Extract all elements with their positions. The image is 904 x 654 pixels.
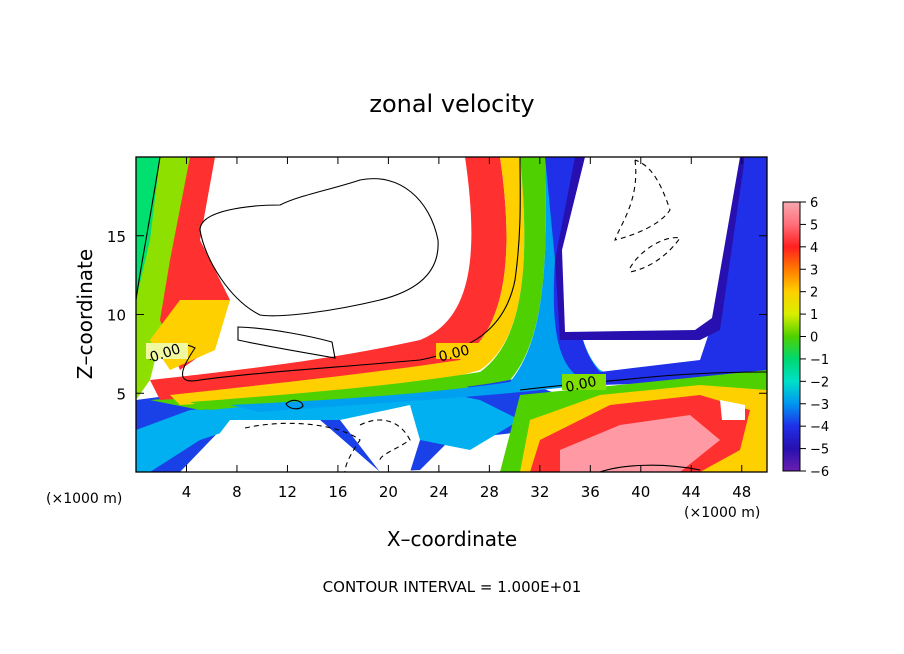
heatmap-field: [136, 157, 767, 472]
y-axis-title: Z–coordinate: [73, 249, 97, 379]
x-tick-label-4: 20: [379, 483, 398, 501]
contour-label-3: 0.00: [564, 374, 598, 396]
x-axis-title: X–coordinate: [387, 527, 517, 551]
y-tick-label-2: 15: [107, 228, 126, 246]
colorbar-tick-label-3: 3: [810, 263, 818, 278]
colorbar-tick-label-8: −2: [810, 375, 829, 390]
x-tick-label-3: 16: [328, 483, 347, 501]
x-unit-right: (×1000 m): [684, 505, 760, 521]
x-tick-label-10: 44: [682, 483, 701, 501]
contour-bottom-right: [599, 464, 701, 472]
contour-lines: [136, 157, 767, 472]
x-tick-label-11: 48: [732, 483, 751, 501]
colorbar-tick-label-5: 1: [810, 308, 818, 323]
colorbar-tick-label-12: −6: [810, 465, 829, 480]
chart-title: zonal velocity: [369, 90, 534, 118]
y-axis-ticks: 5 10 15: [107, 228, 767, 403]
contour-neg-bottom-2: [359, 419, 411, 461]
contour-label-2: 0.00: [437, 342, 471, 365]
colorbar-tick-label-4: 2: [810, 286, 818, 301]
colorbar-tick-label-7: −1: [810, 353, 829, 368]
contour-white-upper: [199, 178, 439, 317]
colorbar-tick-label-9: −3: [810, 398, 829, 413]
contour-labels: 0.00 0.00 0.00: [146, 341, 606, 396]
contour-neg-upper-right: [614, 159, 671, 241]
colorbar: [782, 201, 801, 472]
contour-white-lower: [237, 326, 336, 359]
x-tick-label-2: 12: [278, 483, 297, 501]
x-tick-label-9: 40: [631, 483, 650, 501]
contour-neg-upper-right-2: [629, 237, 681, 273]
x-tick-label-6: 28: [480, 483, 499, 501]
x-tick-label-8: 36: [581, 483, 600, 501]
colorbar-tick-label-11: −5: [810, 443, 829, 458]
y-tick-label-0: 5: [116, 385, 126, 403]
contour-zero-right: [519, 371, 767, 391]
x-tick-label-5: 24: [429, 483, 448, 501]
contour-zero-left: [136, 157, 161, 301]
contour-zero-main: [149, 157, 521, 382]
x-tick-label-7: 32: [530, 483, 549, 501]
contour-neg-bottom: [244, 422, 361, 472]
contour-small-loop: [285, 399, 304, 410]
y-tick-label-1: 10: [107, 307, 126, 325]
x-tick-label-1: 8: [232, 483, 242, 501]
x-tick-label-0: 4: [182, 483, 192, 501]
x-unit-left: (×1000 m): [46, 491, 122, 507]
x-axis-ticks: 4 8 12 16 20 24 28 32 36 40 44 48: [182, 157, 751, 501]
colorbar-tick-label-6: 0: [810, 331, 818, 346]
colorbar-tick-label-2: 4: [810, 241, 818, 256]
colorbar-tick-label-1: 5: [810, 218, 818, 233]
contour-interval-note: CONTOUR INTERVAL = 1.000E+01: [323, 578, 582, 596]
colorbar-tick-label-0: 6: [810, 196, 818, 211]
colorbar-ticks: 6 5 4 3 2 1 0 −1 −2 −3 −4 −5 −6: [800, 196, 829, 480]
colorbar-tick-label-10: −4: [810, 420, 829, 435]
